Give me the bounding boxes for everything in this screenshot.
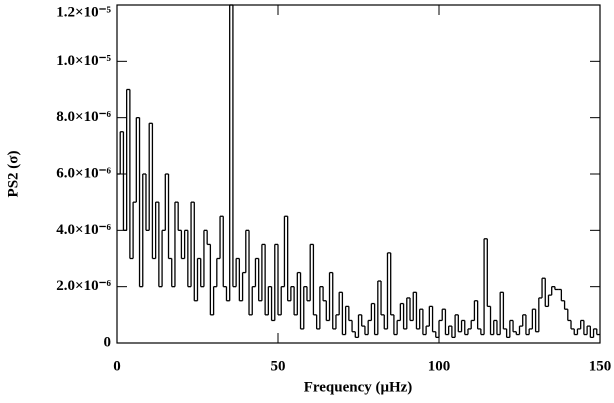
y-tick-label: 1.2×10⁻⁵ <box>56 4 111 20</box>
x-tick-label: 0 <box>113 358 121 374</box>
x-tick-label: 150 <box>589 358 612 374</box>
step-connectors <box>119 5 598 338</box>
y-tick-label: 0 <box>104 334 112 350</box>
y-tick-label: 2.0×10⁻⁶ <box>56 278 111 294</box>
plot-frame <box>116 4 601 344</box>
x-tick-label: 100 <box>428 358 451 374</box>
x-tick-label: 50 <box>271 358 286 374</box>
y-tick-label: 4.0×10⁻⁶ <box>56 222 111 238</box>
x-axis-title: Frequency (μHz) <box>304 379 413 395</box>
y-tick-label: 6.0×10⁻⁶ <box>56 165 111 181</box>
y-tick-label: 1.0×10⁻⁵ <box>56 53 111 69</box>
y-axis-title: PS2 (σ) <box>5 151 21 198</box>
y-tick-label: 8.0×10⁻⁶ <box>56 109 111 125</box>
